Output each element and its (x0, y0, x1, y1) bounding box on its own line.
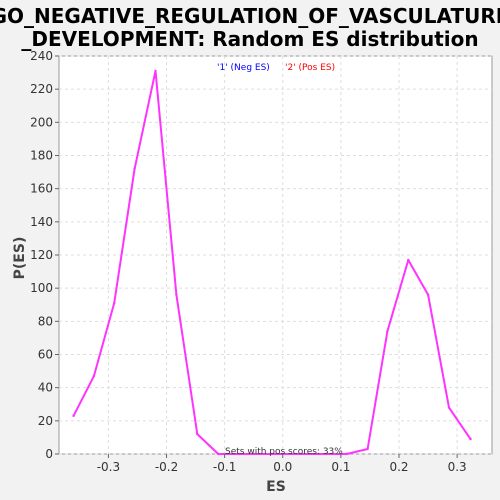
y-tick-label: 100 (30, 281, 53, 295)
data-point (345, 452, 348, 456)
x-axis-label: ES (266, 479, 286, 495)
y-tick-label: 220 (30, 82, 53, 96)
data-point (113, 301, 116, 305)
data-point (426, 293, 430, 296)
data-point (237, 452, 241, 456)
pos-scores-annotation: Sets with pos scores: 33% (225, 447, 343, 457)
y-tick-label: 40 (38, 381, 53, 395)
data-point (72, 414, 75, 418)
y-tick-label: 20 (38, 414, 53, 428)
data-point (217, 452, 220, 456)
legend-item-pos-es: '2' (Pos ES) (285, 63, 335, 73)
data-point (175, 293, 178, 296)
x-tick-label: -0.1 (213, 460, 236, 474)
data-point (133, 167, 136, 170)
data-point (154, 69, 157, 73)
data-point (325, 452, 328, 456)
y-tick-label: 120 (30, 248, 53, 262)
x-tick-label: 0.2 (389, 460, 408, 474)
y-tick-label: 140 (30, 215, 53, 229)
y-axis-label: P(ES) (12, 237, 28, 280)
data-point (92, 374, 96, 378)
y-tick-label: 0 (45, 447, 53, 461)
data-point (196, 432, 199, 436)
data-point (366, 447, 369, 451)
y-tick-label: 60 (38, 348, 53, 362)
x-tick-label: 0.1 (331, 460, 350, 474)
y-tick-label: 160 (30, 182, 53, 196)
data-point (386, 330, 389, 333)
y-tick-label: 240 (30, 49, 53, 63)
data-point (407, 258, 410, 262)
x-tick-label: -0.3 (97, 460, 120, 474)
x-tick-label: 0.0 (273, 460, 292, 474)
x-tick-label: 0.3 (448, 460, 467, 474)
legend-item-neg-es: '1' (Neg ES) (217, 63, 270, 73)
y-tick-label: 200 (30, 115, 53, 129)
y-tick-label: 180 (30, 149, 53, 163)
chart-title-line-1: GO_NEGATIVE_REGULATION_OF_VASCULATURE (0, 4, 500, 28)
data-point (469, 437, 472, 441)
axes: 0 20 40 60 80 100 120 140 160 180 200 220 240 -0.3 -0.… (30, 49, 467, 474)
chart-title-line-2: _DEVELOPMENT: Random ES distribution (21, 27, 478, 51)
data-point (447, 406, 451, 409)
y-tick-label: 80 (38, 314, 53, 328)
series-lines (72, 69, 472, 456)
x-tick-label: -0.2 (155, 460, 178, 474)
